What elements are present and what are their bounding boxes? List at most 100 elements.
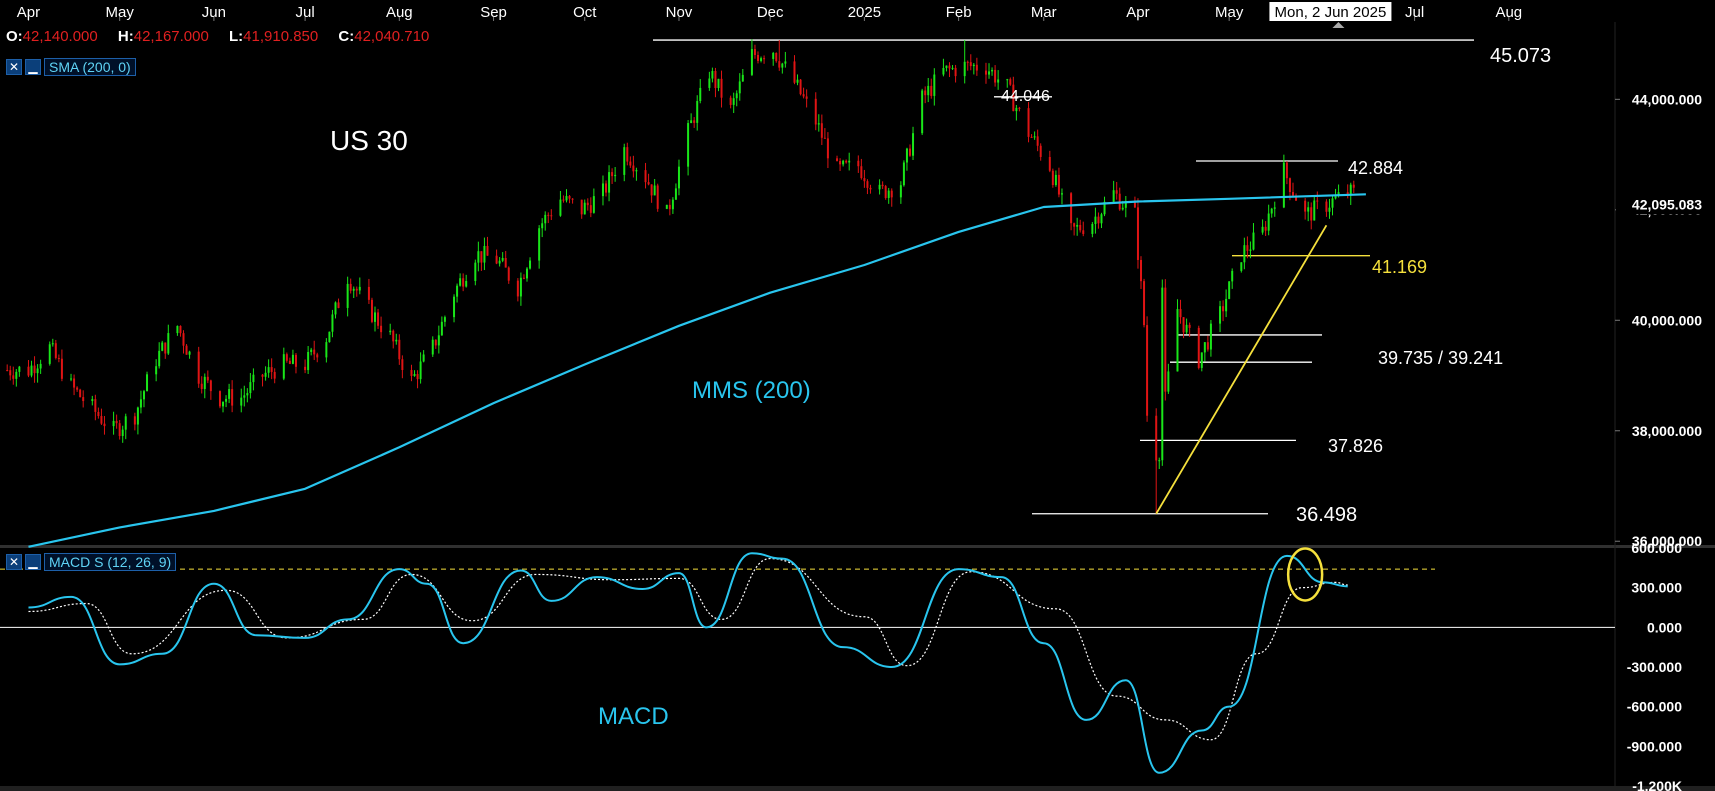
time-axis-label: Aug [386,4,413,21]
candle-body [1143,281,1146,326]
candle-body [626,147,629,162]
candle-body [462,278,465,287]
candle-body [480,251,483,263]
candle-body [453,296,456,318]
candle-body [392,330,395,342]
candle-body [750,49,753,75]
candle-body [869,187,872,190]
candle-body [753,49,756,55]
candle-body [1352,184,1355,188]
candle-body [337,302,340,308]
candle-body [9,370,12,376]
macd-indicator-name[interactable]: MACD S (12, 26, 9) [44,553,177,571]
candle-body [209,380,212,392]
candle-body [781,63,784,68]
candle-body [1328,207,1331,212]
candle-body [474,262,477,281]
candle-body [1349,184,1352,196]
candle-body [1097,216,1100,224]
time-axis-label: Apr [17,4,40,21]
candle-body [146,374,149,392]
candle-body [796,79,799,83]
sma-200-line [28,193,1366,548]
candle-body [948,65,951,69]
sma-indicator-label: ✕ ▁ SMA (200, 0) [6,58,136,76]
close-x-icon[interactable]: ✕ [6,59,22,75]
candle-body [559,199,562,216]
candle-body [51,343,54,345]
level-label-36498: 36.498 [1296,504,1357,526]
candle-body [966,61,969,63]
minimize-icon[interactable]: ▁ [25,59,41,75]
candle-body [459,278,462,286]
candle-body [395,339,398,342]
candle-body [440,321,443,336]
candle-body [772,52,775,59]
time-axis-label: 2025 [848,4,881,21]
candle-body [36,368,39,374]
candle-body [1203,342,1206,353]
candle-body [845,160,848,163]
candle-body [650,184,653,196]
low-label: L: [229,28,244,45]
minimize-icon[interactable]: ▁ [25,554,41,570]
candle-body [1285,162,1288,179]
time-axis-label: Feb [946,4,972,21]
candle-body [377,312,380,326]
candle-body [1295,195,1298,201]
candle-body [307,351,310,371]
candle-body [54,343,57,358]
candle-body [270,367,273,372]
candle-body [1091,224,1094,234]
candle-body [629,161,632,166]
candle-body [863,178,866,182]
candle-body [696,101,699,123]
candle-body [57,357,60,359]
candle-body [325,342,328,358]
candle-body [48,344,51,364]
candle-body [565,196,568,201]
candle-body [814,98,817,125]
candle-body [866,181,869,188]
level-label-37826: 37.826 [1328,436,1383,456]
candle-body [294,354,297,367]
candle-body [355,288,358,291]
crosshair-home-icon [1332,22,1345,28]
candle-body [313,349,316,355]
candle-body [188,351,191,355]
candle-body [665,204,668,209]
candle-body [1270,208,1273,214]
candle-body [1206,342,1209,350]
candle-body [410,370,413,376]
candle-body [671,199,674,210]
macd-tick-label: 0.000 [1647,619,1682,635]
candle-body [1291,192,1294,196]
level-label-39735-39241: 39.735 / 39.241 [1378,348,1503,368]
candle-body [921,90,924,134]
candle-body [1115,190,1118,194]
candle-body [717,78,720,89]
candle-body [1264,226,1267,231]
candle-body [422,354,425,362]
candle-body [799,79,802,95]
time-axis-label: Jul [1405,4,1424,21]
candle-body [346,283,349,308]
candle-body [1012,84,1015,112]
candle-body [91,399,94,402]
candle-body [176,325,179,334]
candle-body [1228,281,1231,299]
close-x-icon[interactable]: ✕ [6,554,22,570]
time-axis-label: May [1215,4,1244,21]
candle-body [632,165,635,172]
candle-body [1316,200,1319,202]
candle-body [197,351,200,384]
candle-body [437,335,440,346]
candle-body [1273,207,1276,209]
candle-body [60,358,63,379]
sma-indicator-name[interactable]: SMA (200, 0) [44,58,136,76]
candle-body [656,185,659,209]
bottom-scrollbar [0,786,1715,791]
candle-body [1073,223,1076,227]
candle-body [550,215,553,217]
